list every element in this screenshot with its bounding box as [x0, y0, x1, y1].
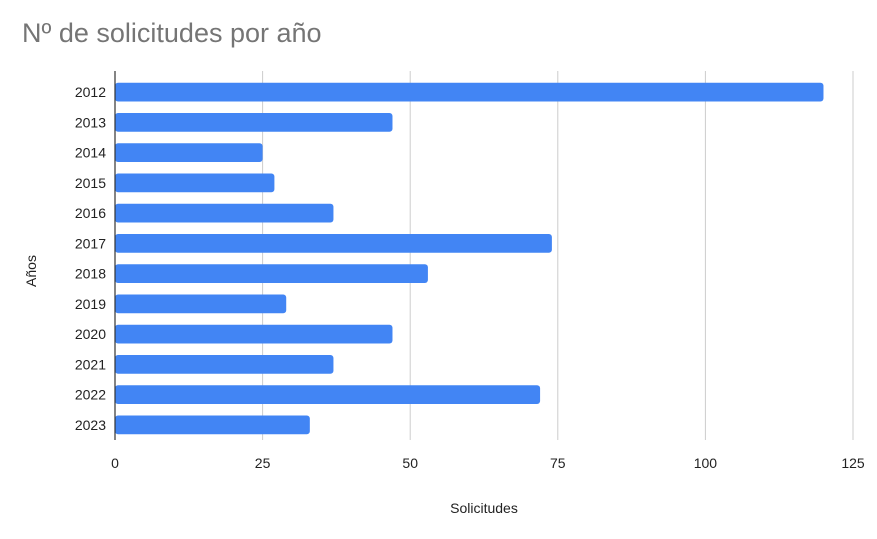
- y-tick-label: 2020: [75, 326, 106, 342]
- bar-2019: [115, 294, 287, 314]
- x-tick-label: 125: [841, 455, 865, 471]
- bar-2022: [115, 385, 541, 405]
- x-tick-label: 50: [402, 455, 418, 471]
- y-tick-label: 2016: [75, 205, 106, 221]
- y-tick-label: 2018: [75, 266, 106, 282]
- y-tick-label: 2015: [75, 175, 106, 191]
- y-tick-label: 2023: [75, 417, 106, 433]
- bar-2015: [115, 173, 275, 193]
- x-tick-label: 75: [550, 455, 566, 471]
- bar-2013: [115, 112, 393, 132]
- y-tick-label: 2021: [75, 356, 106, 372]
- y-axis-title: Años: [23, 255, 39, 287]
- y-tick-label: 2012: [75, 84, 106, 100]
- bar-2023: [115, 415, 310, 435]
- x-tick-label: 100: [694, 455, 718, 471]
- bar-2017: [115, 233, 552, 253]
- y-tick-label: 2013: [75, 114, 106, 130]
- x-tick-label: 25: [255, 455, 271, 471]
- chart-title: Nº de solicitudes por año: [22, 18, 322, 48]
- bar-2021: [115, 354, 334, 374]
- y-tick-label: 2019: [75, 296, 106, 312]
- bar-2020: [115, 324, 393, 344]
- x-axis-title: Solicitudes: [450, 500, 518, 516]
- y-tick-label: 2014: [75, 145, 106, 161]
- y-tick-label: 2022: [75, 387, 106, 403]
- y-tick-label: 2017: [75, 235, 106, 251]
- bar-2016: [115, 203, 334, 223]
- bar-2012: [115, 82, 824, 102]
- bar-2018: [115, 264, 428, 284]
- x-tick-label: 0: [111, 455, 119, 471]
- bar-2014: [115, 143, 263, 163]
